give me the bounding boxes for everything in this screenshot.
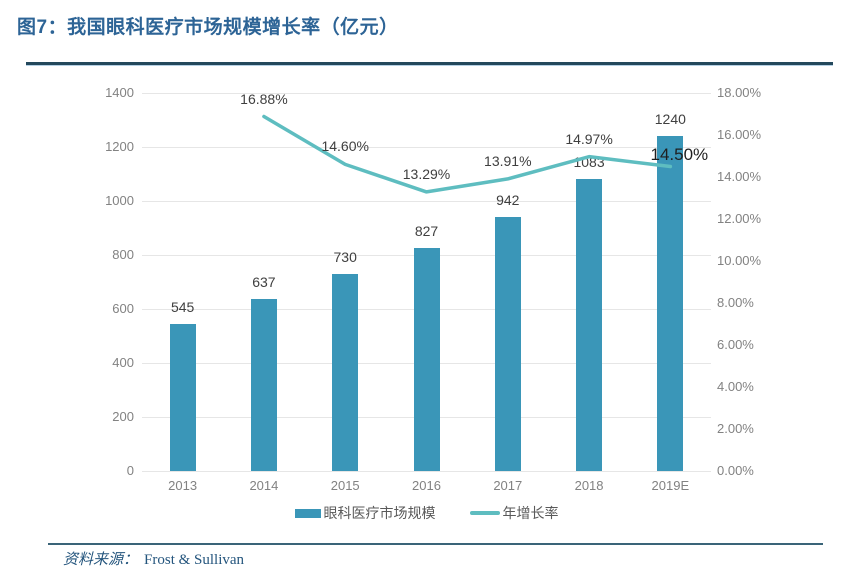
x-axis-label-2018: 2018 — [574, 478, 604, 493]
bar-value-label: 827 — [414, 222, 439, 239]
left-axis-tick: 800 — [112, 247, 134, 262]
source-citation: 资料来源： Frost & Sullivan — [63, 548, 244, 569]
legend-label-growth-rate: 年增长率 — [502, 505, 559, 521]
growth-rate-label: 14.50% — [650, 144, 709, 164]
right-axis-tick: 16.00% — [717, 127, 762, 142]
left-axis-tick: 1000 — [105, 193, 134, 208]
right-axis-tick: 8.00% — [717, 295, 754, 310]
chart-legend: 眼科医疗市场规模 年增长率 — [142, 503, 711, 523]
source-label: 资料来源： — [63, 552, 139, 568]
left-axis-tick: 0 — [126, 463, 134, 478]
gridline — [142, 200, 711, 202]
bar-value-label: 545 — [170, 298, 195, 315]
left-axis-tick: 600 — [112, 301, 134, 316]
x-axis-label-2013: 2013 — [168, 478, 198, 493]
growth-rate-label: 14.97% — [565, 130, 613, 147]
bar-2016 — [413, 247, 440, 471]
bar-series-swatch — [294, 508, 321, 518]
growth-rate-label: 13.91% — [484, 152, 532, 169]
right-axis-tick: 18.00% — [717, 85, 762, 100]
left-axis-tick: 1200 — [105, 139, 134, 154]
figure-title: 图7：我国眼科医疗市场规模增长率（亿元） — [17, 17, 399, 38]
gridline — [142, 470, 711, 472]
x-axis-label-2014: 2014 — [249, 478, 279, 493]
bar-value-label: 1083 — [573, 153, 605, 170]
x-axis-label-2015: 2015 — [330, 478, 360, 493]
bar-value-label: 637 — [252, 274, 276, 290]
bar-2015 — [332, 273, 359, 471]
left-axis-tick: 200 — [112, 409, 134, 424]
line-series-swatch — [469, 511, 500, 515]
bar-value-label: 942 — [496, 191, 520, 208]
right-axis-tick: 10.00% — [717, 253, 762, 268]
bar-2014 — [250, 299, 277, 471]
gridline — [142, 92, 711, 94]
right-axis-tick: 12.00% — [717, 211, 762, 226]
bar-value-label: 1240 — [654, 111, 686, 128]
bar-2018 — [576, 178, 603, 471]
left-axis-tick: 1400 — [105, 85, 134, 100]
right-axis-tick: 0.00% — [717, 463, 754, 478]
source-divider — [48, 543, 823, 545]
source-value: Frost & Sullivan — [144, 552, 245, 568]
growth-rate-label: 13.29% — [402, 165, 451, 182]
legend-item-growth-rate: 年增长率 — [469, 503, 559, 523]
right-axis-tick: 14.00% — [717, 169, 762, 184]
x-axis-label-2016: 2016 — [412, 478, 441, 493]
growth-rate-label: 14.60% — [321, 138, 369, 155]
bar-2019E — [657, 136, 684, 471]
x-axis-label-2017: 2017 — [493, 478, 523, 493]
chart-top-border — [26, 62, 833, 66]
right-axis-tick: 4.00% — [717, 379, 754, 394]
growth-rate-label: 16.88% — [240, 90, 288, 107]
left-axis-tick: 400 — [112, 355, 134, 370]
legend-item-market-size: 眼科医疗市场规模 — [294, 503, 436, 523]
bar-2013 — [169, 323, 196, 471]
bar-2017 — [494, 216, 521, 471]
legend-label-market-size: 眼科医疗市场规模 — [323, 505, 436, 521]
gridline — [142, 146, 711, 148]
bar-value-label: 730 — [333, 248, 357, 265]
x-axis-label-2019E: 2019E — [651, 478, 690, 493]
right-axis-tick: 6.00% — [717, 337, 754, 352]
right-axis-tick: 2.00% — [717, 421, 754, 436]
